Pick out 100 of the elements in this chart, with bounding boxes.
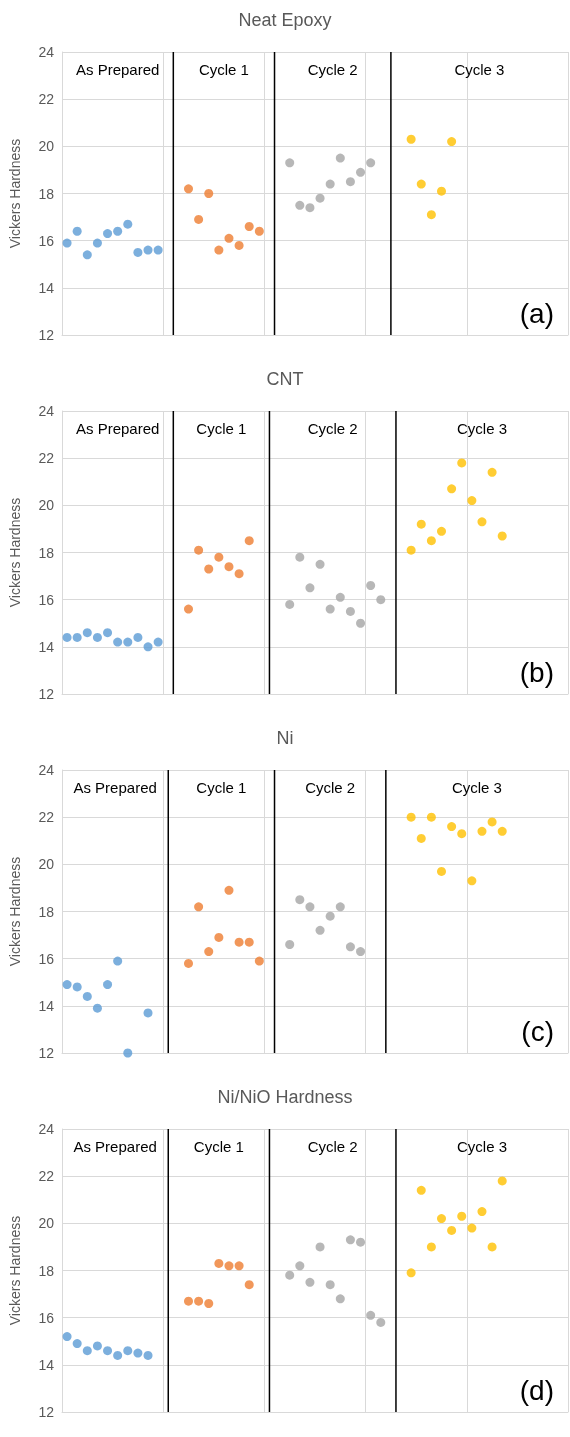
point [376,595,386,605]
point [406,545,416,555]
annotation: As Prepared [73,1138,157,1155]
point [103,980,113,990]
point [113,637,123,647]
point [295,200,305,210]
point [426,812,436,822]
point [184,1296,193,1306]
point [437,526,446,536]
point [285,158,295,168]
y-tick-label: 12 [38,327,55,343]
point [487,1242,497,1252]
point [426,1242,436,1252]
point [356,1237,366,1247]
point [335,902,345,912]
point [62,980,72,990]
point [72,1339,82,1349]
point [437,1214,446,1224]
point [123,219,133,229]
y-tick-label: 18 [38,903,55,920]
y-tick-label: 22 [38,450,55,467]
point [113,1350,123,1360]
point [366,581,376,591]
point [244,1280,254,1290]
y-tick-label: 22 [38,91,55,108]
y-tick-label: 20 [38,1215,55,1232]
y-tick-label: 20 [38,138,55,155]
point [113,956,123,966]
point [184,184,193,194]
point [82,628,92,638]
point [345,177,355,187]
y-tick-label: 14 [38,638,55,655]
y-tick-label: 16 [38,950,55,967]
point [92,238,102,248]
point [356,618,366,628]
point [295,1261,305,1271]
point [224,233,234,243]
point [103,1346,113,1356]
annotation: Cycle 1 [196,420,247,437]
y-tick-label: 16 [38,232,55,249]
point [325,911,335,921]
annotation: Cycle 2 [307,420,358,437]
point [113,226,123,236]
annotation: (b) [519,656,555,688]
point [244,937,254,947]
point [467,1223,477,1233]
y-tick-label: 20 [38,497,55,514]
point [325,179,335,189]
point [143,245,153,255]
y-tick-label: 12 [38,1045,55,1061]
point [72,226,82,236]
point [194,214,204,224]
point [62,1332,72,1342]
point [437,186,446,196]
point [426,536,436,546]
y-axis-title: Vickers Hardness [7,856,23,967]
point [467,496,477,506]
point [285,940,295,950]
annotation: Cycle 1 [193,1138,244,1155]
point [457,458,467,468]
y-axis-title: Vickers Hardness [7,497,23,608]
point [426,210,436,220]
point [477,517,487,527]
point [184,604,193,614]
point [447,822,457,832]
point [224,885,234,895]
annotation: (c) [521,1015,555,1047]
point [153,637,163,647]
point [356,167,366,177]
point [234,937,244,947]
point [477,826,487,836]
point [62,238,72,248]
annotation: Cycle 1 [196,779,247,796]
point [315,559,325,569]
point [285,1270,295,1280]
point [82,250,92,260]
y-axis-title: Vickers Hardness [7,138,23,249]
point [305,1277,315,1287]
annotation: Cycle 3 [451,779,502,796]
point [92,1341,102,1351]
point [214,552,224,562]
point [315,925,325,935]
point [62,632,72,642]
y-tick-label: 14 [38,997,55,1014]
point [244,222,254,232]
point [345,1235,355,1245]
point [143,642,153,652]
annotation: Cycle 2 [305,779,356,796]
point [325,1280,335,1290]
point [305,203,315,213]
annotation: (a) [519,297,555,329]
annotation: As Prepared [73,779,157,796]
point [234,1261,244,1271]
chart-title: Neat Epoxy [238,10,332,30]
point [497,531,507,541]
point [254,956,264,966]
y-tick-label: 22 [38,809,55,826]
point [123,1346,133,1356]
point [335,153,345,163]
point [224,562,234,572]
